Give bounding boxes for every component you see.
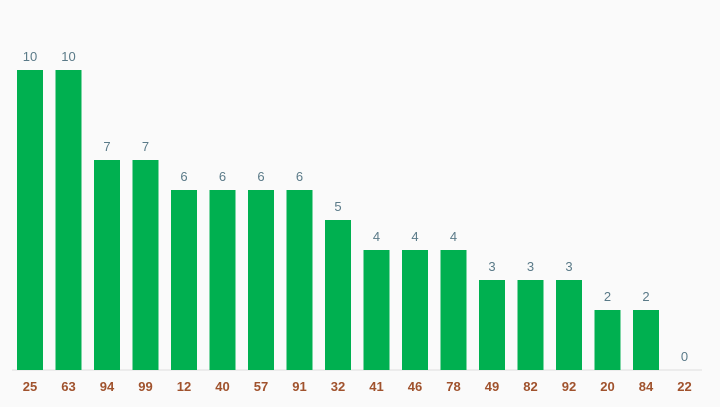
bar-49 <box>479 280 505 370</box>
value-label-63: 10 <box>61 49 75 64</box>
value-label-32: 5 <box>334 199 341 214</box>
bar-32 <box>325 220 351 370</box>
bar-12 <box>171 190 197 370</box>
value-label-57: 6 <box>257 169 264 184</box>
category-label-49: 49 <box>485 379 499 394</box>
category-label-32: 32 <box>331 379 345 394</box>
category-label-82: 82 <box>523 379 537 394</box>
bar-63 <box>55 70 82 370</box>
category-label-40: 40 <box>215 379 229 394</box>
value-label-46: 4 <box>411 229 418 244</box>
bar-91 <box>286 190 313 370</box>
bar-41 <box>363 250 390 370</box>
bar-94 <box>94 160 120 370</box>
bar-92 <box>556 280 582 370</box>
value-label-40: 6 <box>219 169 226 184</box>
category-labels-group: 25 63 94 99 12 40 57 91 32 41 46 78 49 82 92 20 84 22 <box>23 379 692 394</box>
bar-40 <box>209 190 236 370</box>
category-label-94: 94 <box>100 379 115 394</box>
value-label-78: 4 <box>450 229 457 244</box>
value-label-25: 10 <box>23 49 37 64</box>
category-label-12: 12 <box>177 379 191 394</box>
category-label-46: 46 <box>408 379 422 394</box>
category-label-92: 92 <box>562 379 576 394</box>
value-label-22: 0 <box>681 349 688 364</box>
category-label-20: 20 <box>600 379 614 394</box>
bar-25 <box>17 70 43 370</box>
category-label-41: 41 <box>369 379 383 394</box>
category-label-57: 57 <box>254 379 268 394</box>
category-label-99: 99 <box>138 379 152 394</box>
bar-99 <box>132 160 159 370</box>
value-label-20: 2 <box>604 289 611 304</box>
value-label-99: 7 <box>142 139 149 154</box>
value-labels-group: 10 10 7 7 6 6 6 6 5 4 4 4 3 3 3 2 2 0 <box>23 49 688 364</box>
value-label-94: 7 <box>103 139 110 154</box>
bar-82 <box>517 280 544 370</box>
bar-78 <box>440 250 467 370</box>
bar-57 <box>248 190 274 370</box>
bar-84 <box>633 310 659 370</box>
value-label-49: 3 <box>488 259 495 274</box>
category-label-91: 91 <box>292 379 306 394</box>
category-label-22: 22 <box>677 379 691 394</box>
value-label-91: 6 <box>296 169 303 184</box>
value-label-92: 3 <box>565 259 572 274</box>
bar-46 <box>402 250 428 370</box>
category-label-84: 84 <box>639 379 654 394</box>
value-label-84: 2 <box>642 289 649 304</box>
value-label-82: 3 <box>527 259 534 274</box>
value-label-41: 4 <box>373 229 380 244</box>
category-label-78: 78 <box>446 379 460 394</box>
bar-20 <box>594 310 621 370</box>
category-label-63: 63 <box>61 379 75 394</box>
bars-group <box>17 70 659 370</box>
value-label-12: 6 <box>180 169 187 184</box>
category-label-25: 25 <box>23 379 37 394</box>
